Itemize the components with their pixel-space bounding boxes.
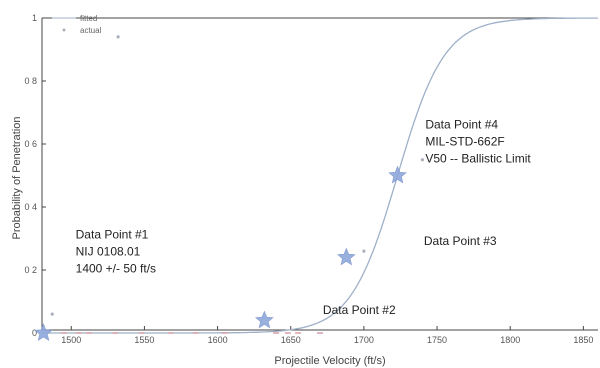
annotation-text: MIL-STD-662F (425, 134, 504, 148)
legend: fitted actual (52, 14, 102, 35)
actual-point (50, 312, 54, 316)
annotation-text: Data Point #1 (76, 228, 149, 242)
y-axis-label: Probability of Penetration (11, 117, 23, 240)
annotation-text: Data Point #3 (424, 234, 497, 248)
x-tick-label: 1800 (500, 335, 520, 345)
x-tick-label: 1750 (427, 335, 447, 345)
actual-point (420, 158, 425, 162)
plot-frame (41, 17, 598, 331)
legend-swatch-actual (62, 28, 66, 32)
annotation-text: Data Point #4 (425, 117, 498, 131)
x-tick-label: 1500 (61, 335, 81, 345)
annotation-text: Data Point #2 (323, 303, 396, 317)
y-tick-label: 1 (32, 13, 37, 23)
x-axis-label: Projectile Velocity (ft/s) (274, 355, 385, 367)
x-tick-label: 1700 (354, 335, 374, 345)
x-tick-label: 1650 (281, 335, 301, 345)
x-tick-label: 1600 (208, 335, 228, 345)
actual-point (362, 249, 366, 253)
data-point-star (255, 310, 274, 329)
y-tick-label: 0 6 (24, 139, 37, 149)
x-tick-label: 1550 (134, 335, 154, 345)
annotation-text: V50 -- Ballistic Limit (425, 151, 531, 165)
data-point-star (337, 247, 356, 266)
data-point-star (388, 165, 407, 184)
annotation-text: NIJ 0108.01 (76, 245, 141, 259)
y-tick-label: 0 4 (24, 202, 37, 212)
annotation-text: 1400 +/- 50 ft/s (76, 262, 156, 276)
y-tick-label: 0 2 (24, 265, 37, 275)
series-layer (34, 17, 598, 341)
data-point-star (34, 323, 53, 341)
y-tick-label: 0 8 (24, 76, 37, 86)
legend-entry-fitted: fitted (80, 14, 97, 23)
axis-ticks: 1500 1550 1600 1650 1700 1750 1800 1850 0 0 2 0 4 0… (24, 13, 593, 345)
legend-entry-actual: actual (80, 26, 102, 35)
actual-point (116, 35, 120, 39)
annotations: Data Point #1 NIJ 0108.01 1400 +/- 50 ft/s… (76, 117, 532, 317)
fitted-curve (42, 17, 598, 334)
y-tick-label: 0 (32, 328, 37, 338)
x-tick-label: 1850 (573, 335, 593, 345)
